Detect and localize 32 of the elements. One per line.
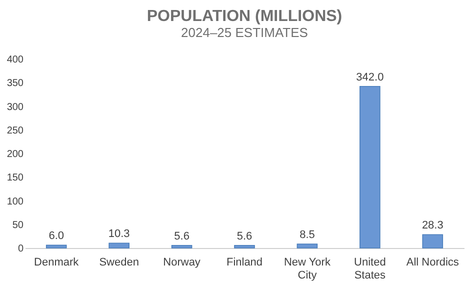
x-tick-label: United States [354,256,386,282]
y-tick-label: 200 [6,149,24,160]
y-tick-label: 150 [6,172,24,184]
y-tick-label: 0 [18,244,24,254]
y-tick-label: 300 [6,102,24,113]
y-tick-label: 350 [6,78,24,90]
data-label: 342.0 [356,71,384,84]
bar [234,244,255,248]
data-label: 10.3 [108,228,130,240]
x-tick-label: Norway [163,256,201,268]
x-tick-label: New York City [284,256,331,282]
data-label: 6.0 [48,230,64,242]
x-tick-label: Denmark [34,256,80,268]
y-tick-label: 250 [6,125,24,136]
bar [108,242,130,248]
x-tick-label: Sweden [99,256,139,268]
chart-title: POPULATION (MILLIONS) [146,8,342,25]
chart-subtitle: 2024–25 ESTIMATES [181,25,308,40]
bar [360,86,380,248]
bar [171,244,192,248]
bar [422,234,444,248]
x-tick-label: Finland [226,256,263,268]
bar [296,244,318,248]
x-tick-label: All Nordics [406,256,460,268]
data-label: 5.6 [174,230,190,242]
data-label: 8.5 [300,228,315,241]
y-tick-label: 400 [6,54,24,66]
y-tick-label: 50 [12,220,24,231]
bar [46,244,67,248]
data-label: 28.3 [422,220,444,232]
data-label: 5.6 [236,230,252,242]
y-tick-label: 100 [6,196,24,208]
